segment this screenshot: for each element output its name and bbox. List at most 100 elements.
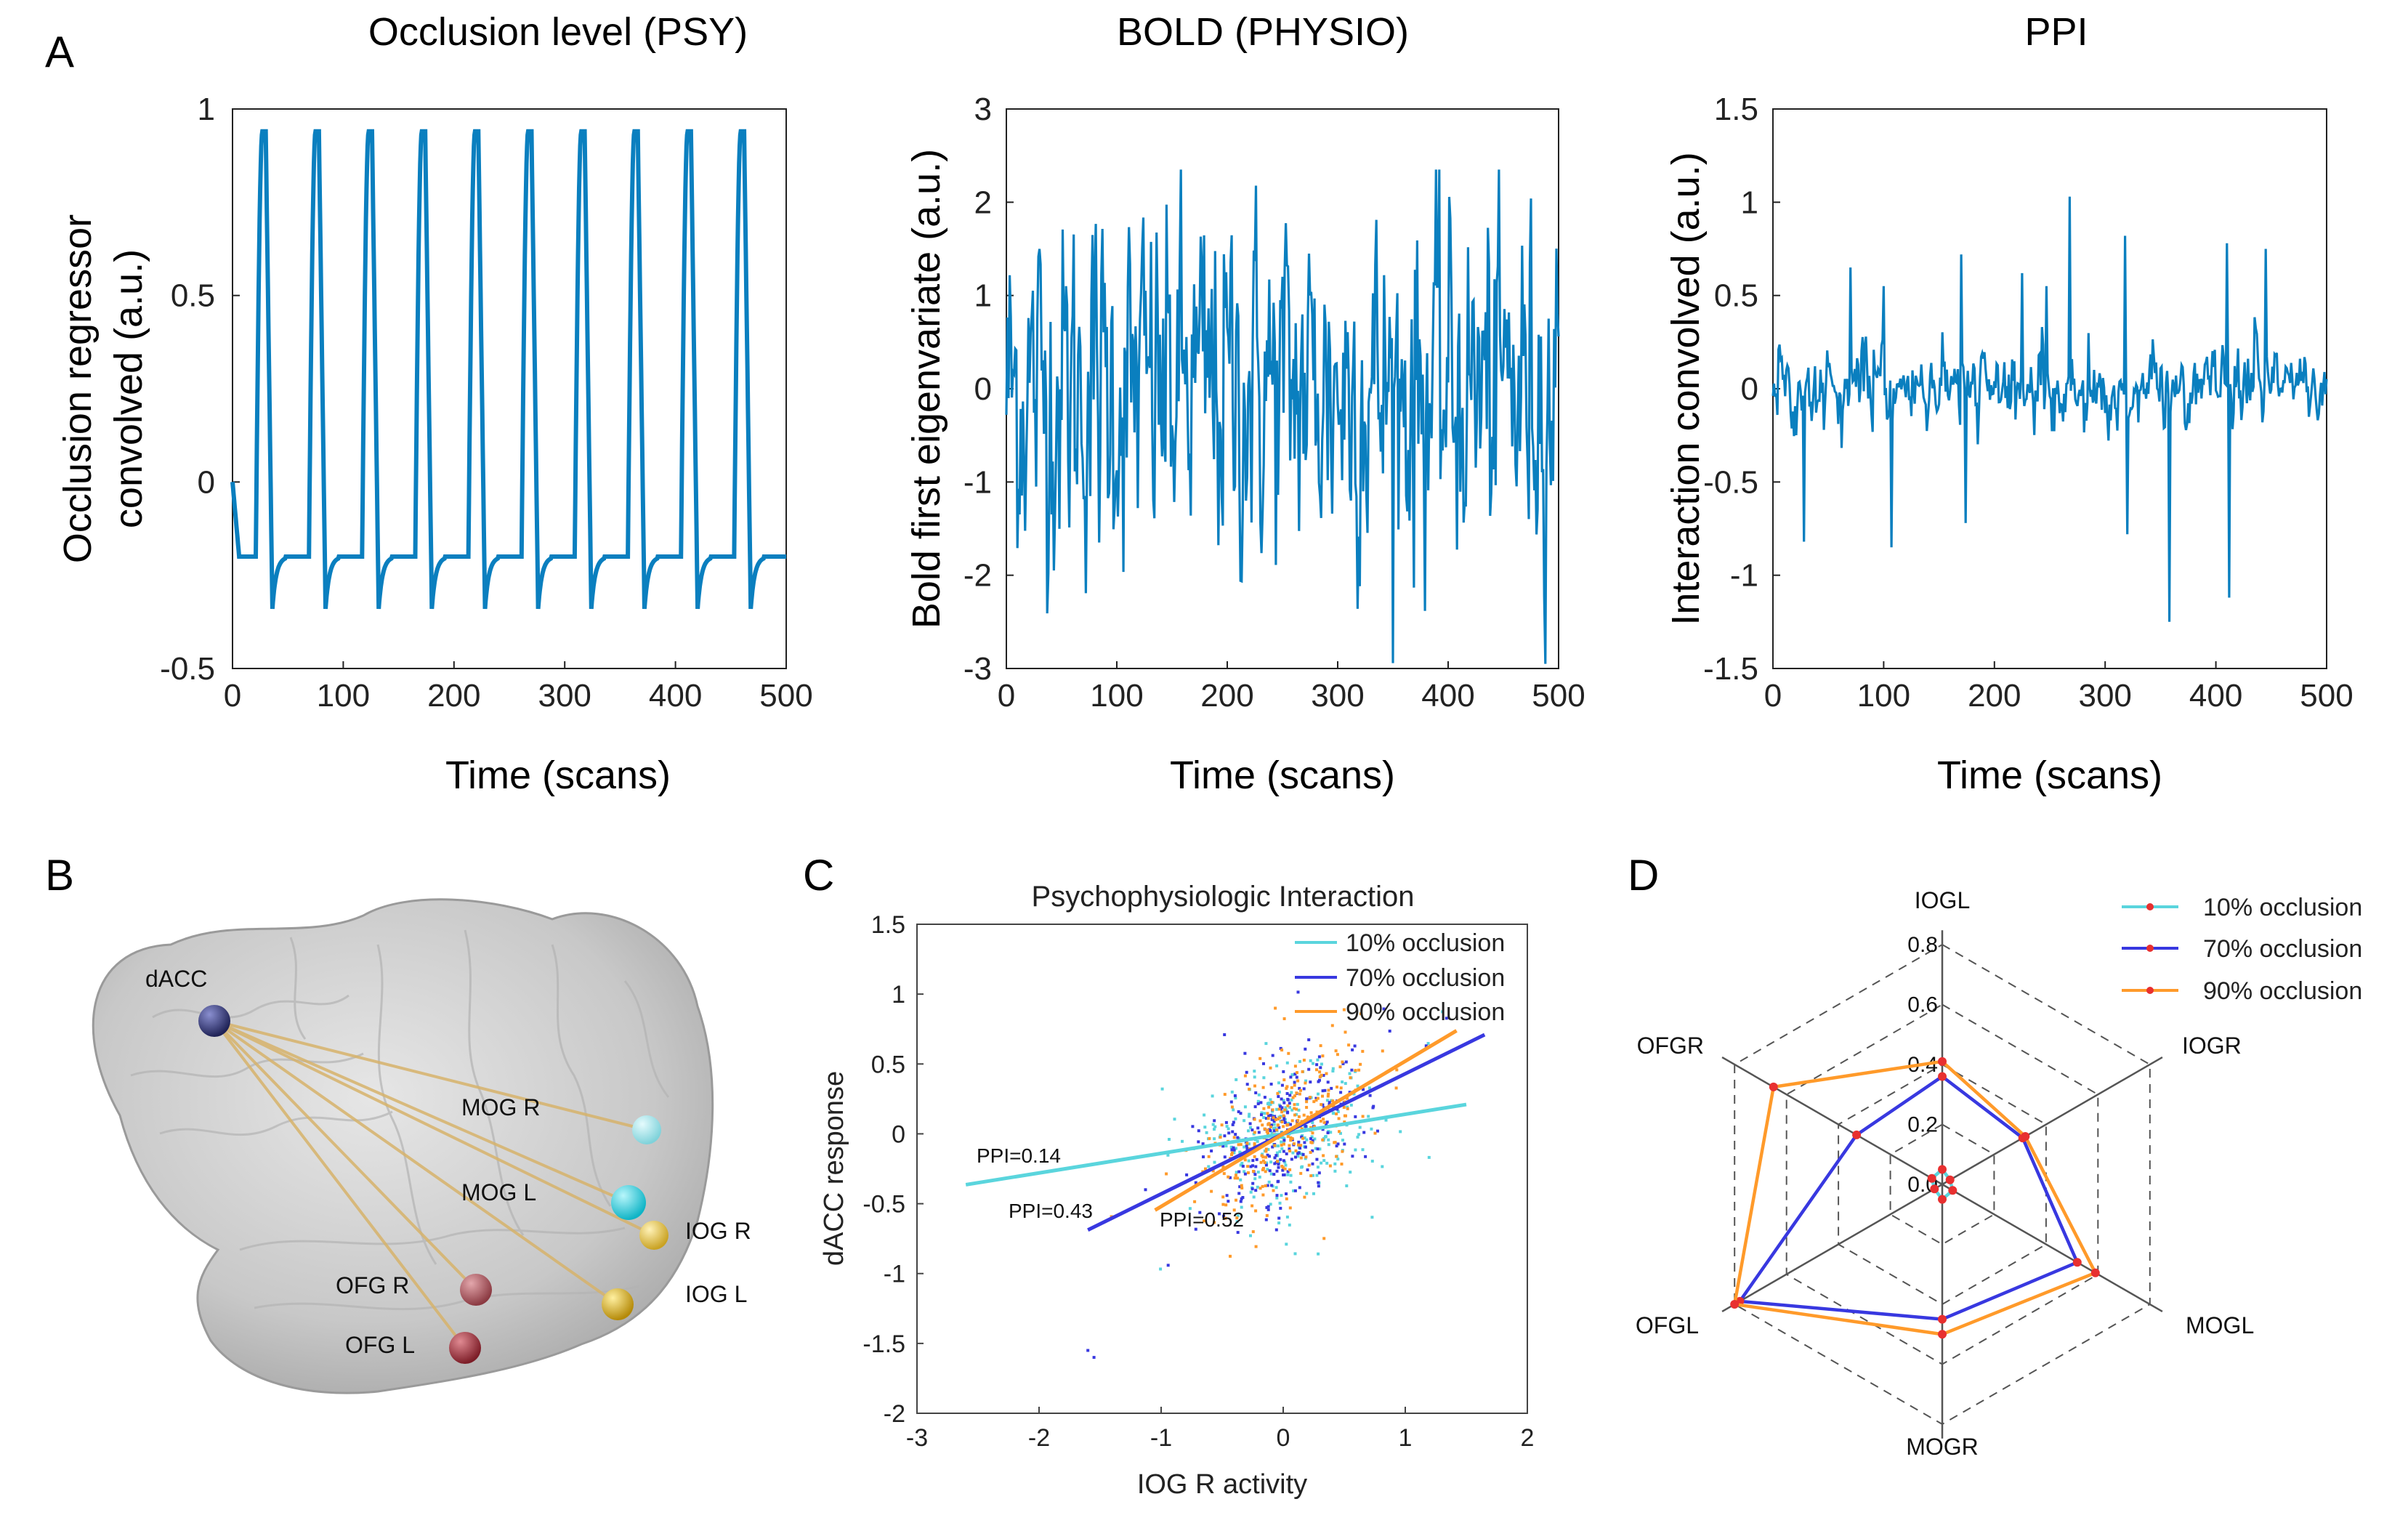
scatter-point: [1320, 1073, 1323, 1077]
scatter-point: [1253, 1142, 1256, 1145]
scatter-point: [1296, 1102, 1299, 1106]
scatter-annotations: PPI=0.14 PPI=0.43 PPI=0.52: [977, 1144, 1244, 1231]
scatter-point: [1249, 1165, 1253, 1168]
scatter-point: [1246, 1165, 1250, 1168]
scatter-point: [1222, 1172, 1226, 1176]
scatter-point: [1201, 1142, 1205, 1146]
scatter-point: [1272, 1120, 1276, 1123]
scatter-point: [1394, 1086, 1398, 1090]
scatter-point: [1349, 1103, 1353, 1107]
scatter-point: [1290, 1086, 1293, 1089]
scatter-point: [1236, 1214, 1240, 1218]
radar-chart: 0.00.20.40.60.8 IOGLIOGRMOGLMOGROFGLOFGR…: [1636, 887, 2362, 1460]
scatter-point: [1336, 1142, 1340, 1146]
scatter-point: [1295, 1107, 1298, 1111]
scatter-point: [1210, 1189, 1213, 1193]
scatter-point: [1344, 1060, 1348, 1064]
scatter-point: [1253, 1177, 1257, 1181]
scatter-point: [1251, 1187, 1254, 1191]
scatter-point: [1331, 1067, 1335, 1070]
scatter-point: [1284, 1163, 1288, 1167]
scatter-point: [1351, 1048, 1354, 1051]
scatter-point: [1268, 1169, 1272, 1173]
scatter-point: [1286, 1135, 1290, 1139]
bold-y-ticks: -3 -2 -1 0 1 2 3: [963, 92, 1014, 687]
scatter-point: [1231, 1123, 1235, 1126]
scatter-point: [1426, 1042, 1430, 1045]
scatter-point: [1262, 1115, 1266, 1119]
scatter-point: [1258, 1057, 1262, 1060]
scatter-point: [1221, 1203, 1225, 1206]
scatter-point: [1274, 1228, 1278, 1232]
scatter-point: [1296, 1071, 1298, 1075]
scatter-point: [1247, 1159, 1251, 1163]
scatter-point: [1234, 1133, 1237, 1136]
scatter-point: [1321, 1054, 1325, 1058]
scatter-point: [1213, 1160, 1216, 1164]
scatter-point: [1232, 1148, 1236, 1152]
scatter-point: [1368, 1094, 1372, 1097]
scatter-point: [1249, 1234, 1252, 1237]
scatter-point: [1256, 1185, 1259, 1189]
scatter-point: [1257, 1131, 1261, 1134]
scatter-point: [1191, 1125, 1195, 1128]
scatter-point: [1314, 1147, 1317, 1150]
scatter-point: [1362, 1131, 1366, 1134]
edge-dacc-mog-l: [214, 1019, 629, 1204]
scatter-point: [1280, 1097, 1283, 1101]
scatter-point: [1253, 1105, 1257, 1109]
scatter-y-tick-label: 1.5: [871, 911, 905, 939]
scatter-point: [1344, 1114, 1347, 1118]
scatter-point: [1258, 1175, 1261, 1179]
scatter-point: [1252, 1132, 1256, 1136]
scatter-point: [1286, 1097, 1290, 1101]
scatter-point: [1269, 1066, 1272, 1070]
scatter-point: [1322, 1118, 1325, 1121]
scatter-point: [1314, 1099, 1318, 1102]
scatter-point: [1288, 1102, 1291, 1105]
radar-marker: [1938, 1314, 1947, 1324]
scatter-point: [1288, 1105, 1291, 1109]
scatter-point: [1307, 1163, 1311, 1167]
scatter-point: [1188, 1207, 1192, 1211]
scatter-point: [1280, 1136, 1283, 1139]
scatter-point: [1322, 1237, 1326, 1240]
radar-marker: [1938, 1165, 1947, 1174]
panel-letter-d: D: [1628, 851, 1659, 900]
x-tick-label: 100: [1090, 678, 1143, 714]
scatter-point: [1225, 1194, 1229, 1197]
node-label-mog-r: MOG R: [461, 1094, 540, 1120]
scatter-point: [1296, 1079, 1300, 1083]
scatter-point: [1312, 1173, 1314, 1177]
scatter-point: [1173, 1118, 1176, 1121]
scatter-point: [1445, 1017, 1448, 1020]
scatter-point: [1251, 1204, 1254, 1208]
scatter-point: [1349, 1076, 1352, 1080]
node-label-dacc: dACC: [145, 966, 207, 992]
scatter-point: [1277, 1221, 1281, 1225]
scatter-point: [1181, 1139, 1184, 1143]
scatter-point: [1264, 1163, 1268, 1167]
scatter-point: [1253, 1118, 1256, 1121]
scatter-point: [1333, 1169, 1337, 1173]
x-tick-label: 400: [1421, 678, 1474, 714]
radar-marker: [1948, 1186, 1957, 1195]
scatter-point: [1251, 1159, 1255, 1163]
scatter-point: [1342, 1106, 1346, 1109]
x-tick-label: 400: [649, 678, 702, 714]
scatter-y-tick-label: -1: [884, 1261, 905, 1288]
radar-marker: [1938, 1195, 1947, 1204]
scatter-point: [1270, 1118, 1274, 1121]
scatter-point: [1283, 1108, 1287, 1112]
scatter-point: [1382, 1007, 1386, 1011]
scatter-point: [1275, 1064, 1279, 1067]
scatter-point: [1293, 1083, 1296, 1087]
scatter-point: [1231, 1130, 1235, 1134]
scatter-point: [1198, 1211, 1202, 1214]
scatter-point: [1266, 1205, 1270, 1208]
scatter-point: [1307, 1038, 1311, 1041]
edge-dacc-iog-l: [213, 1019, 619, 1306]
scatter-point: [1243, 1051, 1247, 1055]
scatter-point: [1322, 1120, 1326, 1124]
